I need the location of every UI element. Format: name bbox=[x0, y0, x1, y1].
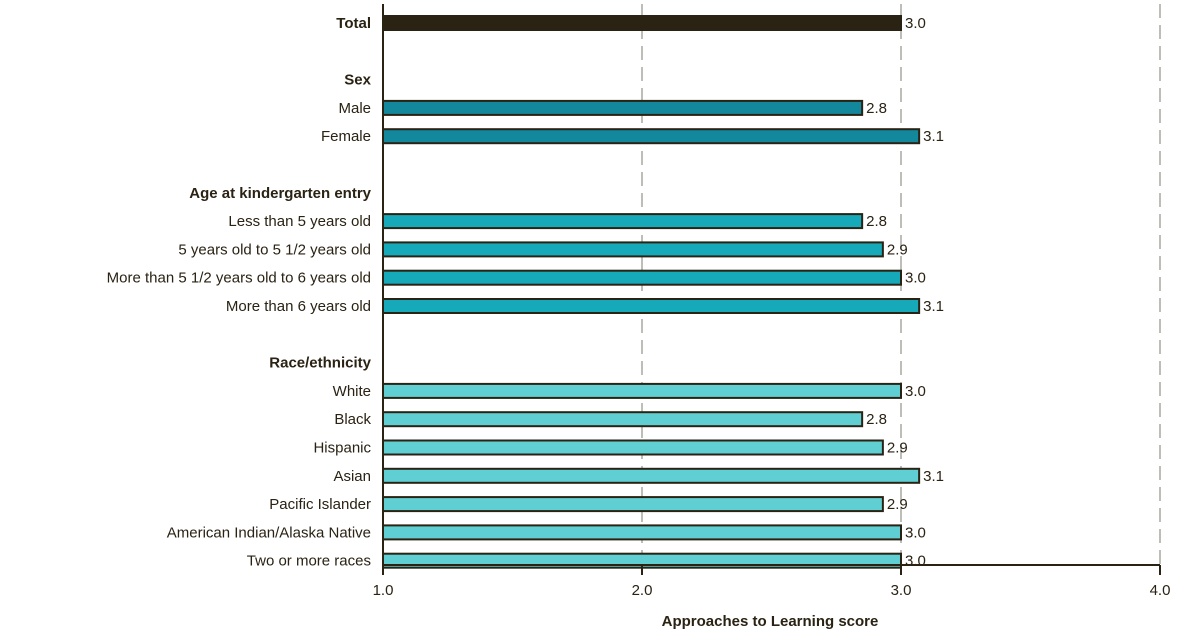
category-labels: Total 3.0 Sex Male 2.8 Female 3.1 Age at kinder… bbox=[107, 15, 944, 570]
data-label: 3.0 bbox=[905, 15, 926, 32]
category-label: White bbox=[333, 383, 371, 400]
category-label: Female bbox=[321, 128, 371, 145]
data-label: 3.0 bbox=[905, 270, 926, 287]
bars bbox=[382, 15, 921, 569]
group-heading: Age at kindergarten entry bbox=[189, 185, 371, 202]
data-label: 2.9 bbox=[887, 241, 908, 258]
category-label: American Indian/Alaska Native bbox=[167, 524, 371, 541]
category-label: Black bbox=[334, 411, 371, 428]
bar bbox=[382, 382, 902, 399]
category-label: More than 5 1/2 years old to 6 years old bbox=[107, 270, 371, 287]
group-heading: Race/ethnicity bbox=[269, 355, 371, 372]
category-label: Hispanic bbox=[313, 440, 371, 457]
category-label: Asian bbox=[333, 468, 371, 485]
data-label: 2.8 bbox=[866, 213, 887, 230]
category-label: Pacific Islander bbox=[269, 496, 371, 513]
bar bbox=[382, 439, 884, 456]
category-label: Male bbox=[338, 100, 371, 117]
bar bbox=[382, 99, 864, 116]
x-axis: 1.0 2.0 3.0 4.0 bbox=[373, 4, 1171, 599]
category-label: 5 years old to 5 1/2 years old bbox=[178, 241, 371, 258]
bar bbox=[382, 524, 902, 541]
x-tick-label: 3.0 bbox=[891, 582, 912, 599]
data-label: 3.1 bbox=[923, 128, 944, 145]
bar bbox=[382, 467, 921, 484]
bar bbox=[382, 241, 884, 258]
bar bbox=[382, 496, 884, 513]
category-label: Two or more races bbox=[247, 553, 371, 570]
x-tick-label: 2.0 bbox=[632, 582, 653, 599]
data-label: 3.0 bbox=[905, 553, 926, 570]
x-tick-label: 4.0 bbox=[1150, 582, 1171, 599]
bar bbox=[382, 298, 921, 314]
category-label: More than 6 years old bbox=[226, 298, 371, 315]
data-label: 2.9 bbox=[887, 496, 908, 513]
data-label: 2.8 bbox=[866, 411, 887, 428]
total-label: Total bbox=[336, 15, 371, 32]
data-label: 2.8 bbox=[866, 100, 887, 117]
data-label: 3.1 bbox=[923, 468, 944, 485]
bar bbox=[382, 411, 864, 428]
data-label: 3.0 bbox=[905, 524, 926, 541]
bar bbox=[382, 213, 864, 230]
x-tick-label: 1.0 bbox=[373, 582, 394, 599]
category-label: Less than 5 years old bbox=[228, 213, 371, 230]
bar bbox=[382, 128, 921, 145]
group-heading: Sex bbox=[344, 72, 371, 89]
data-label: 3.0 bbox=[905, 383, 926, 400]
total-bar bbox=[382, 15, 902, 31]
x-axis-title: Approaches to Learning score bbox=[662, 613, 879, 630]
data-label: 3.1 bbox=[923, 298, 944, 315]
data-label: 2.9 bbox=[887, 440, 908, 457]
bar bbox=[382, 269, 902, 286]
